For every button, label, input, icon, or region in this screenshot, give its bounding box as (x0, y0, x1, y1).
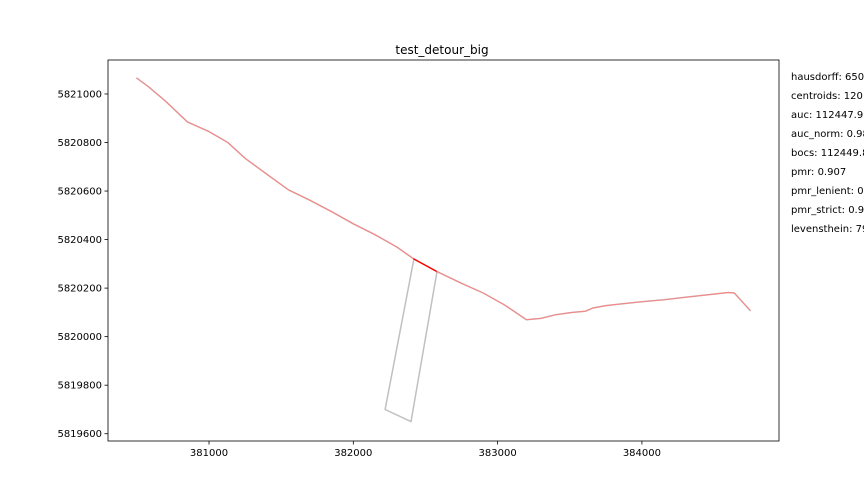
y-tick-label: 5819600 (57, 429, 102, 440)
y-tick-label: 5820600 (57, 187, 102, 198)
metric-label: pmr: 0.907 (791, 167, 846, 178)
y-tick-label: 5820200 (57, 284, 102, 295)
y-tick-label: 5821000 (57, 89, 102, 100)
metric-label: auc: 112447.9 (791, 110, 863, 121)
metric-label: levensthein: 79 (791, 224, 864, 235)
x-tick-label: 382000 (334, 448, 372, 459)
chart-title: test_detour_big (395, 43, 488, 57)
metric-label: centroids: 120 (791, 91, 863, 102)
y-tick-label: 5819800 (57, 381, 102, 392)
metric-label: bocs: 112449.8 (791, 148, 864, 159)
metric-label: pmr_lenient: 0 (791, 186, 864, 197)
x-tick-label: 383000 (479, 448, 517, 459)
y-tick-label: 5820000 (57, 332, 102, 343)
x-tick-label: 384000 (623, 448, 661, 459)
metric-label: hausdorff: 650 (791, 72, 864, 83)
y-tick-label: 5820800 (57, 138, 102, 149)
metrics-panel: hausdorff: 650 centroids: 120 auc: 112447.… (791, 72, 864, 235)
metric-label: auc_norm: 0.98 (791, 129, 864, 140)
x-tick-label: 381000 (190, 448, 228, 459)
metric-label: pmr_strict: 0.9 (791, 205, 864, 216)
y-tick-label: 5820400 (57, 235, 102, 246)
